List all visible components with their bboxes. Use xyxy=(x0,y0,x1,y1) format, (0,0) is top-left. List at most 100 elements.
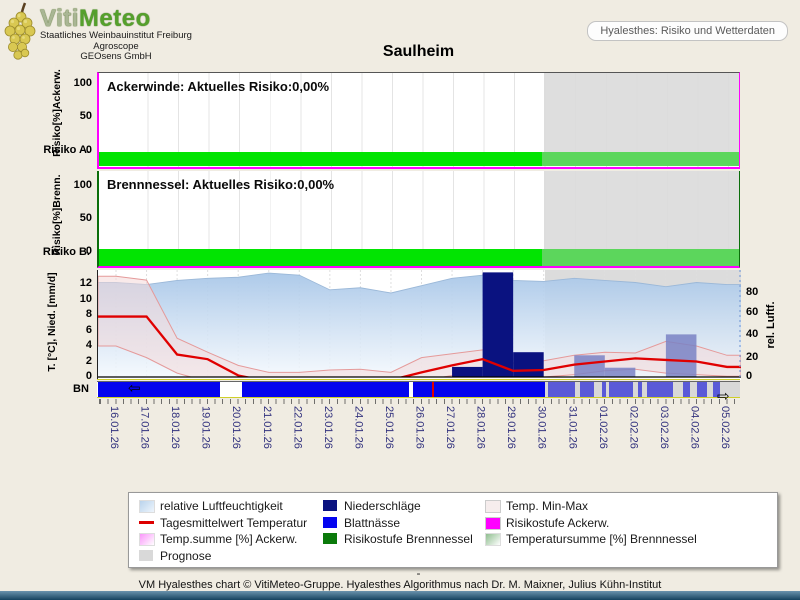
org-line-1: Staatliches Weinbauinstitut Freiburg xyxy=(40,30,192,41)
x-axis-date-label: 04.02.26 xyxy=(688,406,701,449)
legend-swatch xyxy=(323,533,337,544)
x-axis-date-label: 01.02.26 xyxy=(596,406,609,449)
leaf-wetness-red-marker xyxy=(432,382,434,397)
legend-item: Tagesmittelwert Temperatur xyxy=(139,516,777,530)
brand-viti: Viti xyxy=(40,5,79,32)
legend-item: Temp.summe [%] Ackerw. xyxy=(139,532,777,546)
grape-logo-icon xyxy=(4,2,36,60)
legend-label: Prognose xyxy=(160,548,212,563)
legend: relative Luftfeuchtigkeit Tagesmittelwert… xyxy=(128,492,778,568)
x-axis-minor-ticks xyxy=(97,399,740,404)
x-axis-date-label: 26.01.26 xyxy=(413,406,426,449)
legend-swatch-line xyxy=(139,520,154,524)
legend-label: Risikostufe Brennnessel xyxy=(344,532,473,546)
legend-label: Tagesmittelwert Temperatur xyxy=(160,515,308,530)
brennnessel-risk-label: Brennnessel: Aktuelles Risiko:0,00% xyxy=(107,177,335,192)
leaf-wetness-segment-prognosis xyxy=(608,382,634,397)
org-line-3: GEOsens GmbH xyxy=(80,51,152,62)
y-tick-weather-left: 0 xyxy=(85,370,92,382)
footer-separator: - xyxy=(416,566,421,580)
legend-item: Blattnässe xyxy=(323,516,777,530)
leaf-wetness-segment-prognosis xyxy=(713,382,721,397)
x-axis-date-label: 16.01.26 xyxy=(108,406,120,449)
y-tick-brennnessel: 100 xyxy=(73,179,92,191)
leaf-wetness-segment-prognosis xyxy=(696,382,708,397)
legend-label: Niederschläge xyxy=(344,499,421,513)
legend-label: relative Luftfeuchtigkeit xyxy=(160,499,283,513)
x-axis-date-label: 25.01.26 xyxy=(382,406,395,449)
footer-bar xyxy=(0,591,800,600)
y-tick-ackerwinde: 0 xyxy=(85,144,92,156)
legend-item: Risikostufe Brennnessel xyxy=(323,532,777,546)
x-axis-date-label: 24.01.26 xyxy=(352,406,365,449)
y-tick-weather-left: 12 xyxy=(79,277,92,289)
x-axis-date-label: 18.01.26 xyxy=(169,406,182,449)
axis-accent-line-bottom xyxy=(97,397,740,398)
leaf-wetness-segment-prognosis xyxy=(601,382,607,397)
legend-item: Temperatursumme [%] Brennnessel xyxy=(485,532,777,546)
y-tick-weather-right: 60 xyxy=(746,306,759,318)
legend-item: Niederschläge xyxy=(323,499,777,513)
y-label-weather: T. [°C], Nied. [mm/d] xyxy=(46,272,58,372)
y-tick-weather-left: 10 xyxy=(79,292,92,305)
legend-label: Blattnässe xyxy=(344,515,401,530)
y-tick-weather-right: 80 xyxy=(746,286,759,298)
x-axis-date-label: 17.01.26 xyxy=(138,406,151,449)
y-tick-weather-left: 8 xyxy=(85,308,92,320)
x-axis-date-label: 03.02.26 xyxy=(657,406,670,449)
legend-item: relative Luftfeuchtigkeit xyxy=(139,499,777,513)
leaf-wetness-segment-prognosis xyxy=(547,382,575,397)
leaf-wetness-segment xyxy=(242,382,409,397)
y-tick-weather-right: 0 xyxy=(746,370,753,382)
y-tick-ackerwinde: 50 xyxy=(79,110,92,122)
legend-label: Risikostufe Ackerw. xyxy=(506,515,610,530)
legend-swatch xyxy=(323,500,337,511)
risk-level-bar-ackerwinde xyxy=(99,152,739,166)
legend-label: Temp.summe [%] Ackerw. xyxy=(160,532,298,546)
x-axis-date-label: 22.01.26 xyxy=(291,406,304,449)
weather-chart xyxy=(97,270,741,380)
hyalesthes-tab-button[interactable]: Hyalesthes: Risiko und Wetterdaten xyxy=(587,21,788,41)
x-axis-date-label: 20.01.26 xyxy=(230,406,243,449)
scroll-right-icon[interactable]: ⇨ xyxy=(717,388,730,405)
risk-row-label-a: Risiko A. xyxy=(43,144,90,156)
y-tick-weather-left: 6 xyxy=(85,323,92,336)
y-tick-weather-left: 4 xyxy=(85,339,92,351)
x-axis-date-label: 31.01.26 xyxy=(566,406,579,449)
bn-row-label: BN xyxy=(73,383,89,395)
legend-swatch xyxy=(139,500,155,513)
legend-swatch xyxy=(323,516,337,528)
org-lines: Staatliches Weinbauinstitut Freiburg Agr… xyxy=(38,30,194,63)
axis-accent-line-top xyxy=(97,379,740,380)
footer-credit: VM Hyalesthes chart © VitiMeteo-Gruppe. … xyxy=(138,579,662,591)
legend-label: Temp. Min-Max xyxy=(506,499,589,513)
risk-level-bar-brennnessel xyxy=(99,249,739,266)
leaf-wetness-segment xyxy=(98,382,220,397)
prognosis-region-ackerwinde xyxy=(544,73,739,153)
y-label-humidity: rel. Luftf. xyxy=(765,301,777,349)
panel-brennnessel: Brennnessel: Aktuelles Risiko:0,00% xyxy=(97,171,740,268)
panel-ackerwinde: Ackerwinde: Aktuelles Risiko:0,00% xyxy=(97,72,740,169)
y-tick-ackerwinde: 100 xyxy=(73,77,92,89)
ackerwinde-risk-label: Ackerwinde: Aktuelles Risiko:0,00% xyxy=(107,79,330,94)
y-tick-weather-right: 40 xyxy=(746,328,759,340)
x-axis-date-label: 21.01.26 xyxy=(260,406,273,449)
risk-row-label-b: Risiko B. xyxy=(42,246,90,258)
legend-swatch xyxy=(485,500,501,513)
x-axis-date-label: 28.01.26 xyxy=(474,406,487,449)
legend-swatch xyxy=(139,533,155,546)
y-tick-brennnessel: 0 xyxy=(85,245,92,257)
brand-meteo: Meteo xyxy=(78,5,151,32)
x-axis-date-label: 19.01.26 xyxy=(199,406,212,449)
legend-item: Temp. Min-Max xyxy=(485,499,777,513)
x-axis-date-label: 05.02.26 xyxy=(719,406,731,449)
leaf-wetness-bar xyxy=(97,381,740,398)
scroll-left-icon[interactable]: ⇦ xyxy=(128,380,141,397)
y-tick-weather-right: 20 xyxy=(746,351,759,363)
x-axis-date-label: 29.01.26 xyxy=(505,406,518,449)
leaf-wetness-segment-prognosis xyxy=(646,382,674,397)
page-title: Saulheim xyxy=(382,43,455,60)
legend-swatch xyxy=(139,549,153,561)
legend-swatch xyxy=(485,533,501,546)
legend-item: Prognose xyxy=(139,549,777,563)
